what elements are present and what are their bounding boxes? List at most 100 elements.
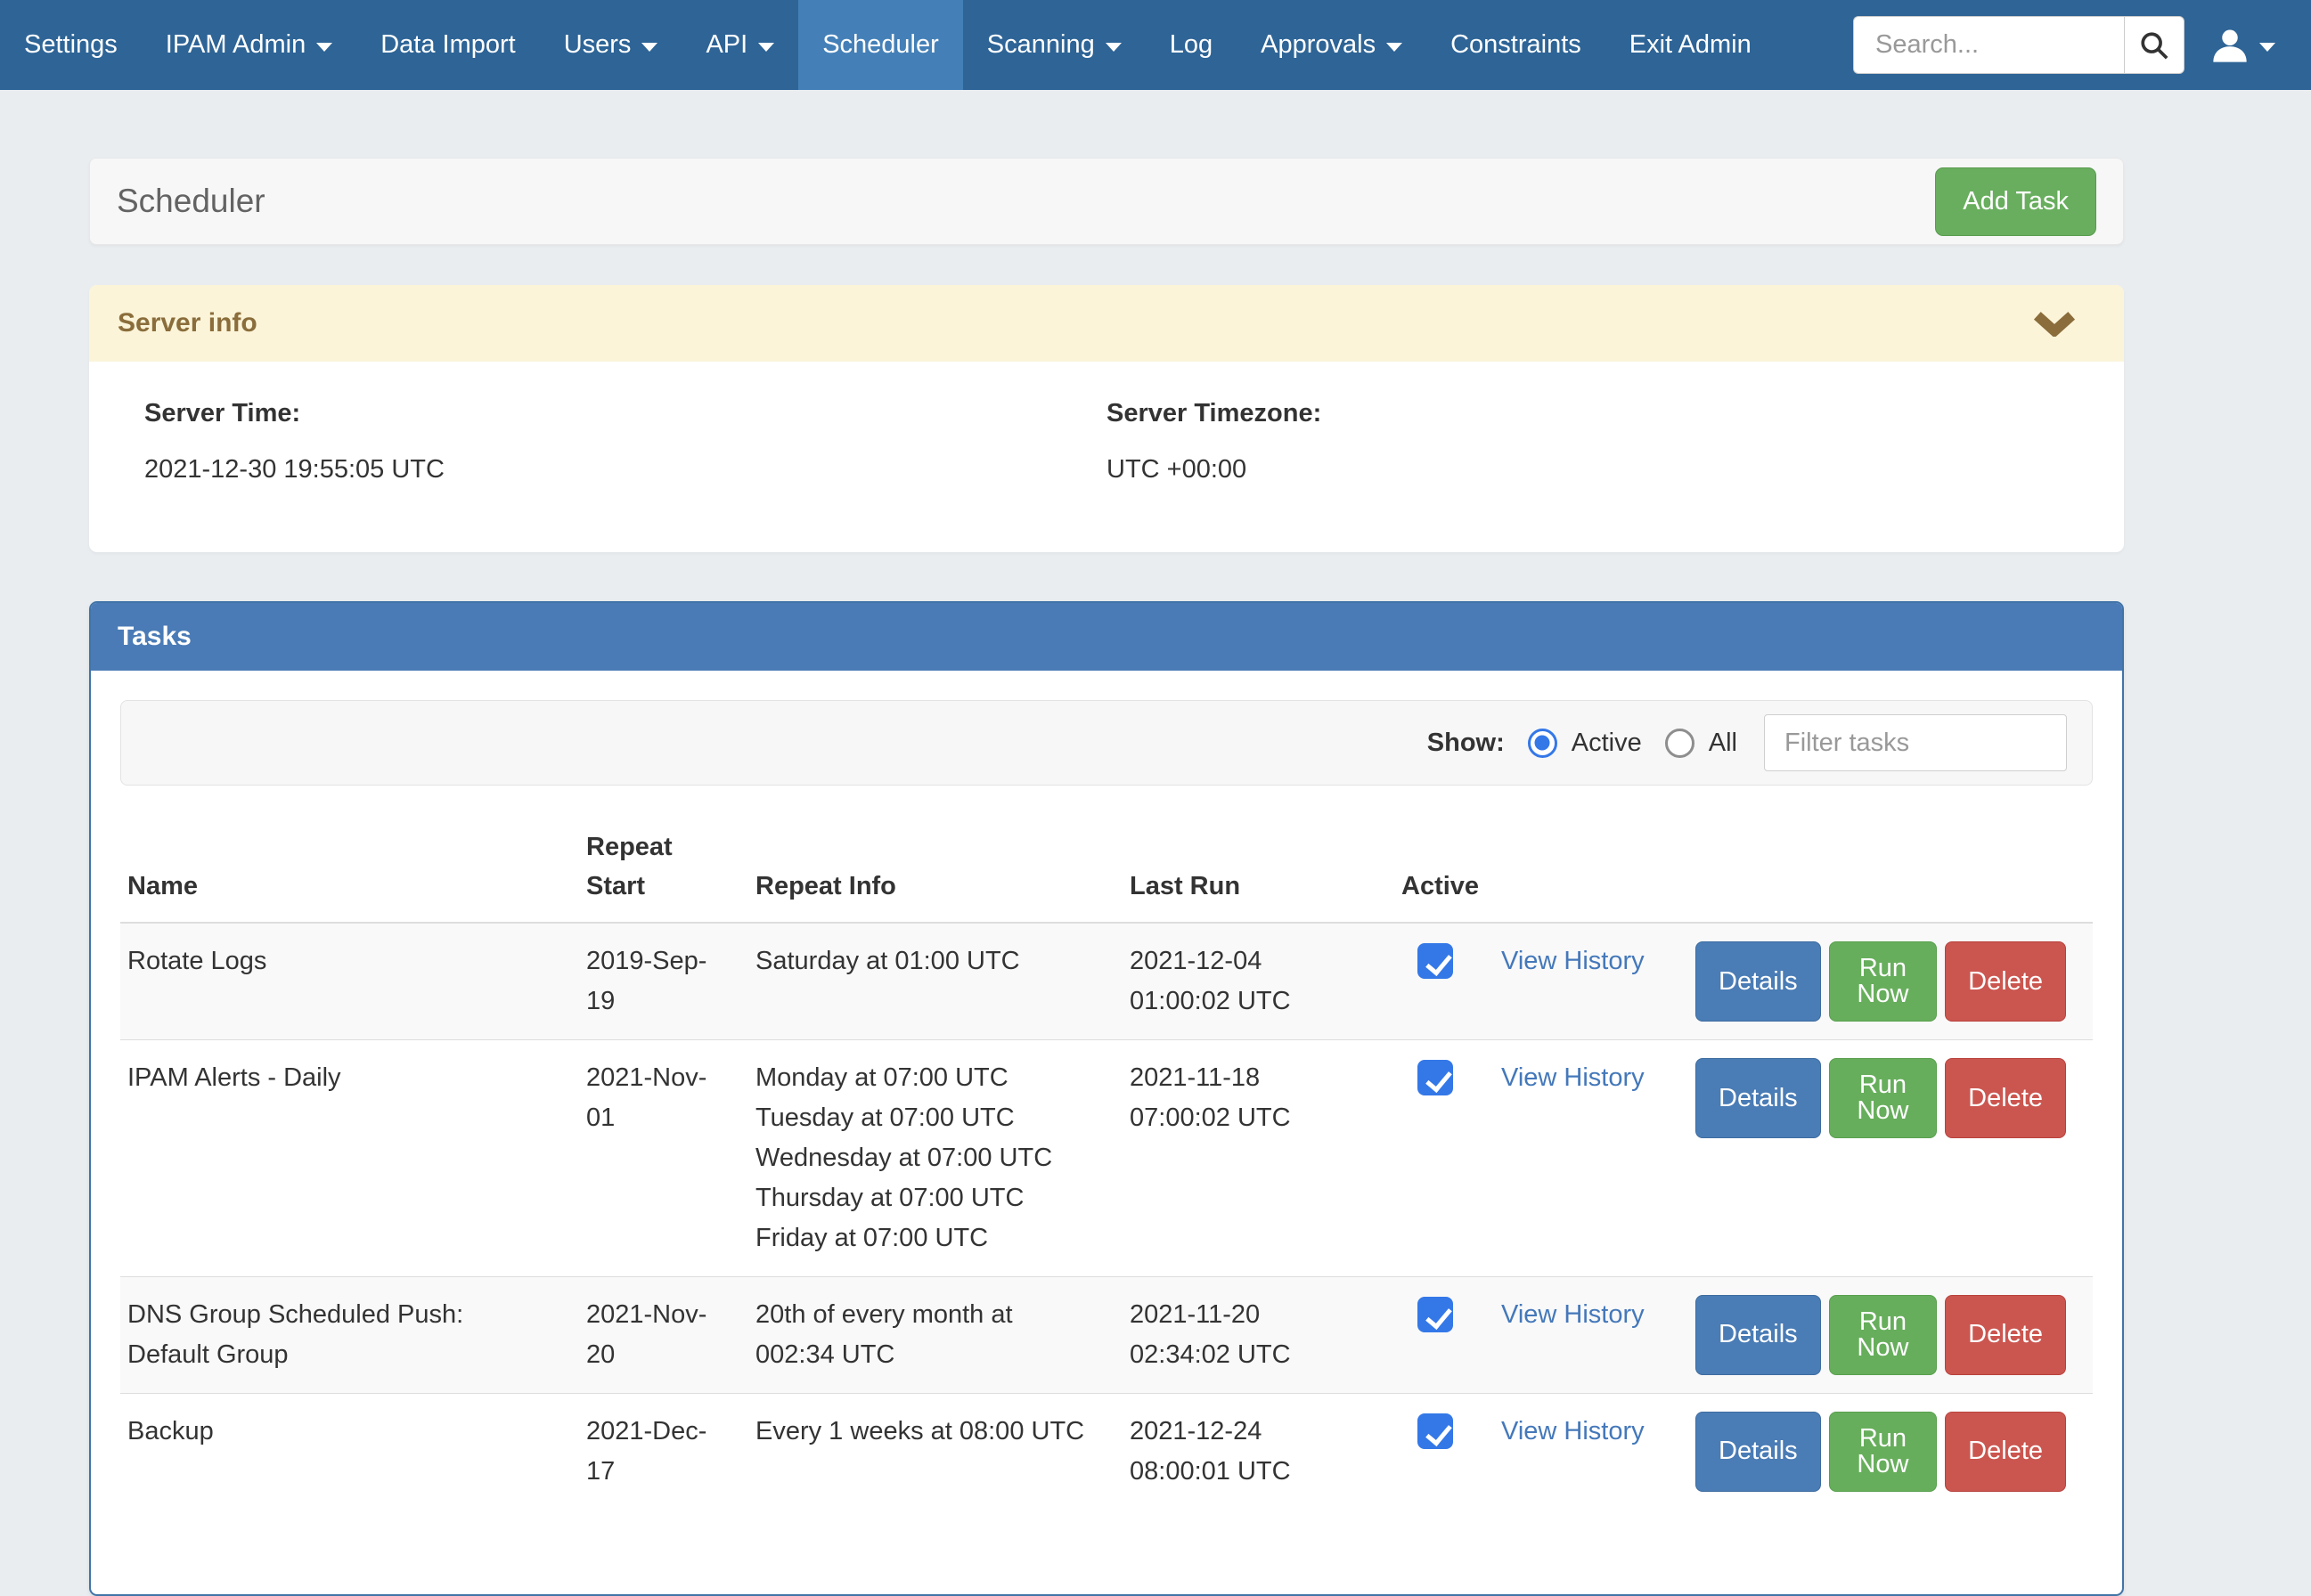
view-history-link[interactable]: View History: [1501, 1063, 1645, 1092]
details-button[interactable]: Details: [1695, 1058, 1821, 1138]
server-info-title: Server info: [118, 308, 257, 338]
search-icon: [2139, 30, 2169, 61]
nav-item-data-import[interactable]: Data Import: [356, 0, 540, 90]
add-task-button[interactable]: Add Task: [1935, 167, 2096, 236]
caret-down-icon: [758, 43, 774, 52]
radio-all-label: All: [1709, 729, 1737, 758]
search-group: [1853, 16, 2184, 74]
nav-item-constraints[interactable]: Constraints: [1426, 0, 1605, 90]
nav-label: Data Import: [380, 30, 516, 60]
nav-label: Users: [564, 30, 632, 60]
details-button[interactable]: Details: [1695, 1295, 1821, 1375]
show-label: Show:: [1427, 729, 1505, 758]
user-menu[interactable]: [2211, 27, 2275, 64]
main-content: Scheduler Add Task Server info Server Ti…: [89, 158, 2124, 1596]
view-history-link[interactable]: View History: [1501, 1417, 1645, 1445]
filter-tasks-input[interactable]: [1764, 714, 2067, 771]
nav-item-log[interactable]: Log: [1146, 0, 1237, 90]
task-name: IPAM Alerts - Daily: [120, 1040, 579, 1277]
column-header-history: [1494, 814, 1688, 923]
task-repeat-start: 2021-Nov-01: [579, 1040, 748, 1277]
column-header-actions: [1688, 814, 2093, 923]
run-now-button[interactable]: Run Now: [1829, 941, 1938, 1022]
nav-item-approvals[interactable]: Approvals: [1237, 0, 1426, 90]
column-header-name: Name: [120, 814, 579, 923]
caret-down-icon: [1386, 43, 1402, 52]
nav-item-scheduler[interactable]: Scheduler: [798, 0, 963, 90]
nav-label: API: [706, 30, 747, 60]
table-row: Backup 2021-Dec-17 Every 1 weeks at 08:0…: [120, 1393, 2093, 1510]
task-repeat-info: Every 1 weeks at 08:00 UTC: [748, 1393, 1123, 1510]
radio-active[interactable]: [1528, 729, 1557, 758]
nav-item-api[interactable]: API: [682, 0, 798, 90]
task-repeat-start: 2021-Nov-20: [579, 1276, 748, 1393]
search-input[interactable]: [1853, 16, 2124, 74]
task-last-run: 2021-11-20 02:34:02 UTC: [1123, 1276, 1394, 1393]
caret-down-icon: [2259, 43, 2275, 52]
active-checkbox[interactable]: [1417, 1060, 1453, 1095]
details-button[interactable]: Details: [1695, 1412, 1821, 1492]
view-history-link[interactable]: View History: [1501, 1300, 1645, 1329]
row-actions: Details Run Now Delete: [1695, 1295, 2066, 1375]
server-timezone-label: Server Timezone:: [1107, 399, 2069, 428]
nav-label: Exit Admin: [1629, 30, 1752, 60]
nav-item-settings[interactable]: Settings: [0, 0, 142, 90]
tasks-panel-body: Show: Active All Name: [91, 671, 2122, 1594]
task-repeat-info: 20th of every month at 002:34 UTC: [748, 1276, 1123, 1393]
task-repeat-info: Saturday at 01:00 UTC: [748, 923, 1123, 1040]
caret-down-icon: [641, 43, 657, 52]
radio-active-label: Active: [1572, 729, 1642, 758]
nav-label: Scheduler: [822, 30, 939, 60]
nav-item-users[interactable]: Users: [540, 0, 682, 90]
nav-menu: Settings IPAM Admin Data Import Users AP…: [0, 0, 1776, 90]
run-now-button[interactable]: Run Now: [1829, 1412, 1938, 1492]
radio-option-active[interactable]: Active: [1528, 729, 1642, 758]
active-checkbox[interactable]: [1417, 943, 1453, 979]
server-info-body: Server Time: 2021-12-30 19:55:05 UTC Ser…: [89, 362, 2124, 552]
task-repeat-start: 2019-Sep-19: [579, 923, 748, 1040]
task-repeat-info: Monday at 07:00 UTC Tuesday at 07:00 UTC…: [748, 1040, 1123, 1277]
delete-button[interactable]: Delete: [1945, 1058, 2066, 1138]
delete-button[interactable]: Delete: [1945, 1295, 2066, 1375]
view-history-link[interactable]: View History: [1501, 947, 1645, 975]
nav-label: IPAM Admin: [166, 30, 306, 60]
server-time-block: Server Time: 2021-12-30 19:55:05 UTC: [144, 399, 1107, 484]
run-now-button[interactable]: Run Now: [1829, 1058, 1938, 1138]
nav-item-ipam-admin[interactable]: IPAM Admin: [142, 0, 356, 90]
run-now-button[interactable]: Run Now: [1829, 1295, 1938, 1375]
chevron-down-icon[interactable]: [2034, 312, 2075, 344]
task-last-run: 2021-12-04 01:00:02 UTC: [1123, 923, 1394, 1040]
table-header-row: Name Repeat Start Repeat Info Last Run A…: [120, 814, 2093, 923]
column-header-last-run: Last Run: [1123, 814, 1394, 923]
tasks-panel: Tasks Show: Active All: [89, 601, 2124, 1596]
delete-button[interactable]: Delete: [1945, 1412, 2066, 1492]
delete-button[interactable]: Delete: [1945, 941, 2066, 1022]
column-header-active: Active: [1394, 814, 1494, 923]
table-row: DNS Group Scheduled Push: Default Group …: [120, 1276, 2093, 1393]
task-name: Rotate Logs: [120, 923, 579, 1040]
task-repeat-start: 2021-Dec-17: [579, 1393, 748, 1510]
search-button[interactable]: [2124, 16, 2184, 74]
server-timezone-value: UTC +00:00: [1107, 455, 2069, 484]
row-actions: Details Run Now Delete: [1695, 941, 2066, 1022]
nav-label: Constraints: [1450, 30, 1581, 60]
server-info-header[interactable]: Server info: [89, 285, 2124, 362]
server-info-panel: Server info Server Time: 2021-12-30 19:5…: [89, 285, 2124, 552]
radio-all[interactable]: [1665, 729, 1694, 758]
navbar-right: [1853, 16, 2275, 74]
task-last-run: 2021-11-18 07:00:02 UTC: [1123, 1040, 1394, 1277]
nav-item-exit-admin[interactable]: Exit Admin: [1605, 0, 1776, 90]
caret-down-icon: [316, 43, 332, 52]
row-actions: Details Run Now Delete: [1695, 1058, 2066, 1138]
active-checkbox[interactable]: [1417, 1297, 1453, 1332]
radio-option-all[interactable]: All: [1665, 729, 1737, 758]
nav-item-scanning[interactable]: Scanning: [963, 0, 1146, 90]
details-button[interactable]: Details: [1695, 941, 1821, 1022]
page-header-panel: Scheduler Add Task: [89, 158, 2124, 245]
server-timezone-block: Server Timezone: UTC +00:00: [1107, 399, 2069, 484]
table-row: Rotate Logs 2019-Sep-19 Saturday at 01:0…: [120, 923, 2093, 1040]
caret-down-icon: [1106, 43, 1122, 52]
row-actions: Details Run Now Delete: [1695, 1412, 2066, 1492]
tasks-table: Name Repeat Start Repeat Info Last Run A…: [120, 814, 2093, 1510]
active-checkbox[interactable]: [1417, 1413, 1453, 1449]
